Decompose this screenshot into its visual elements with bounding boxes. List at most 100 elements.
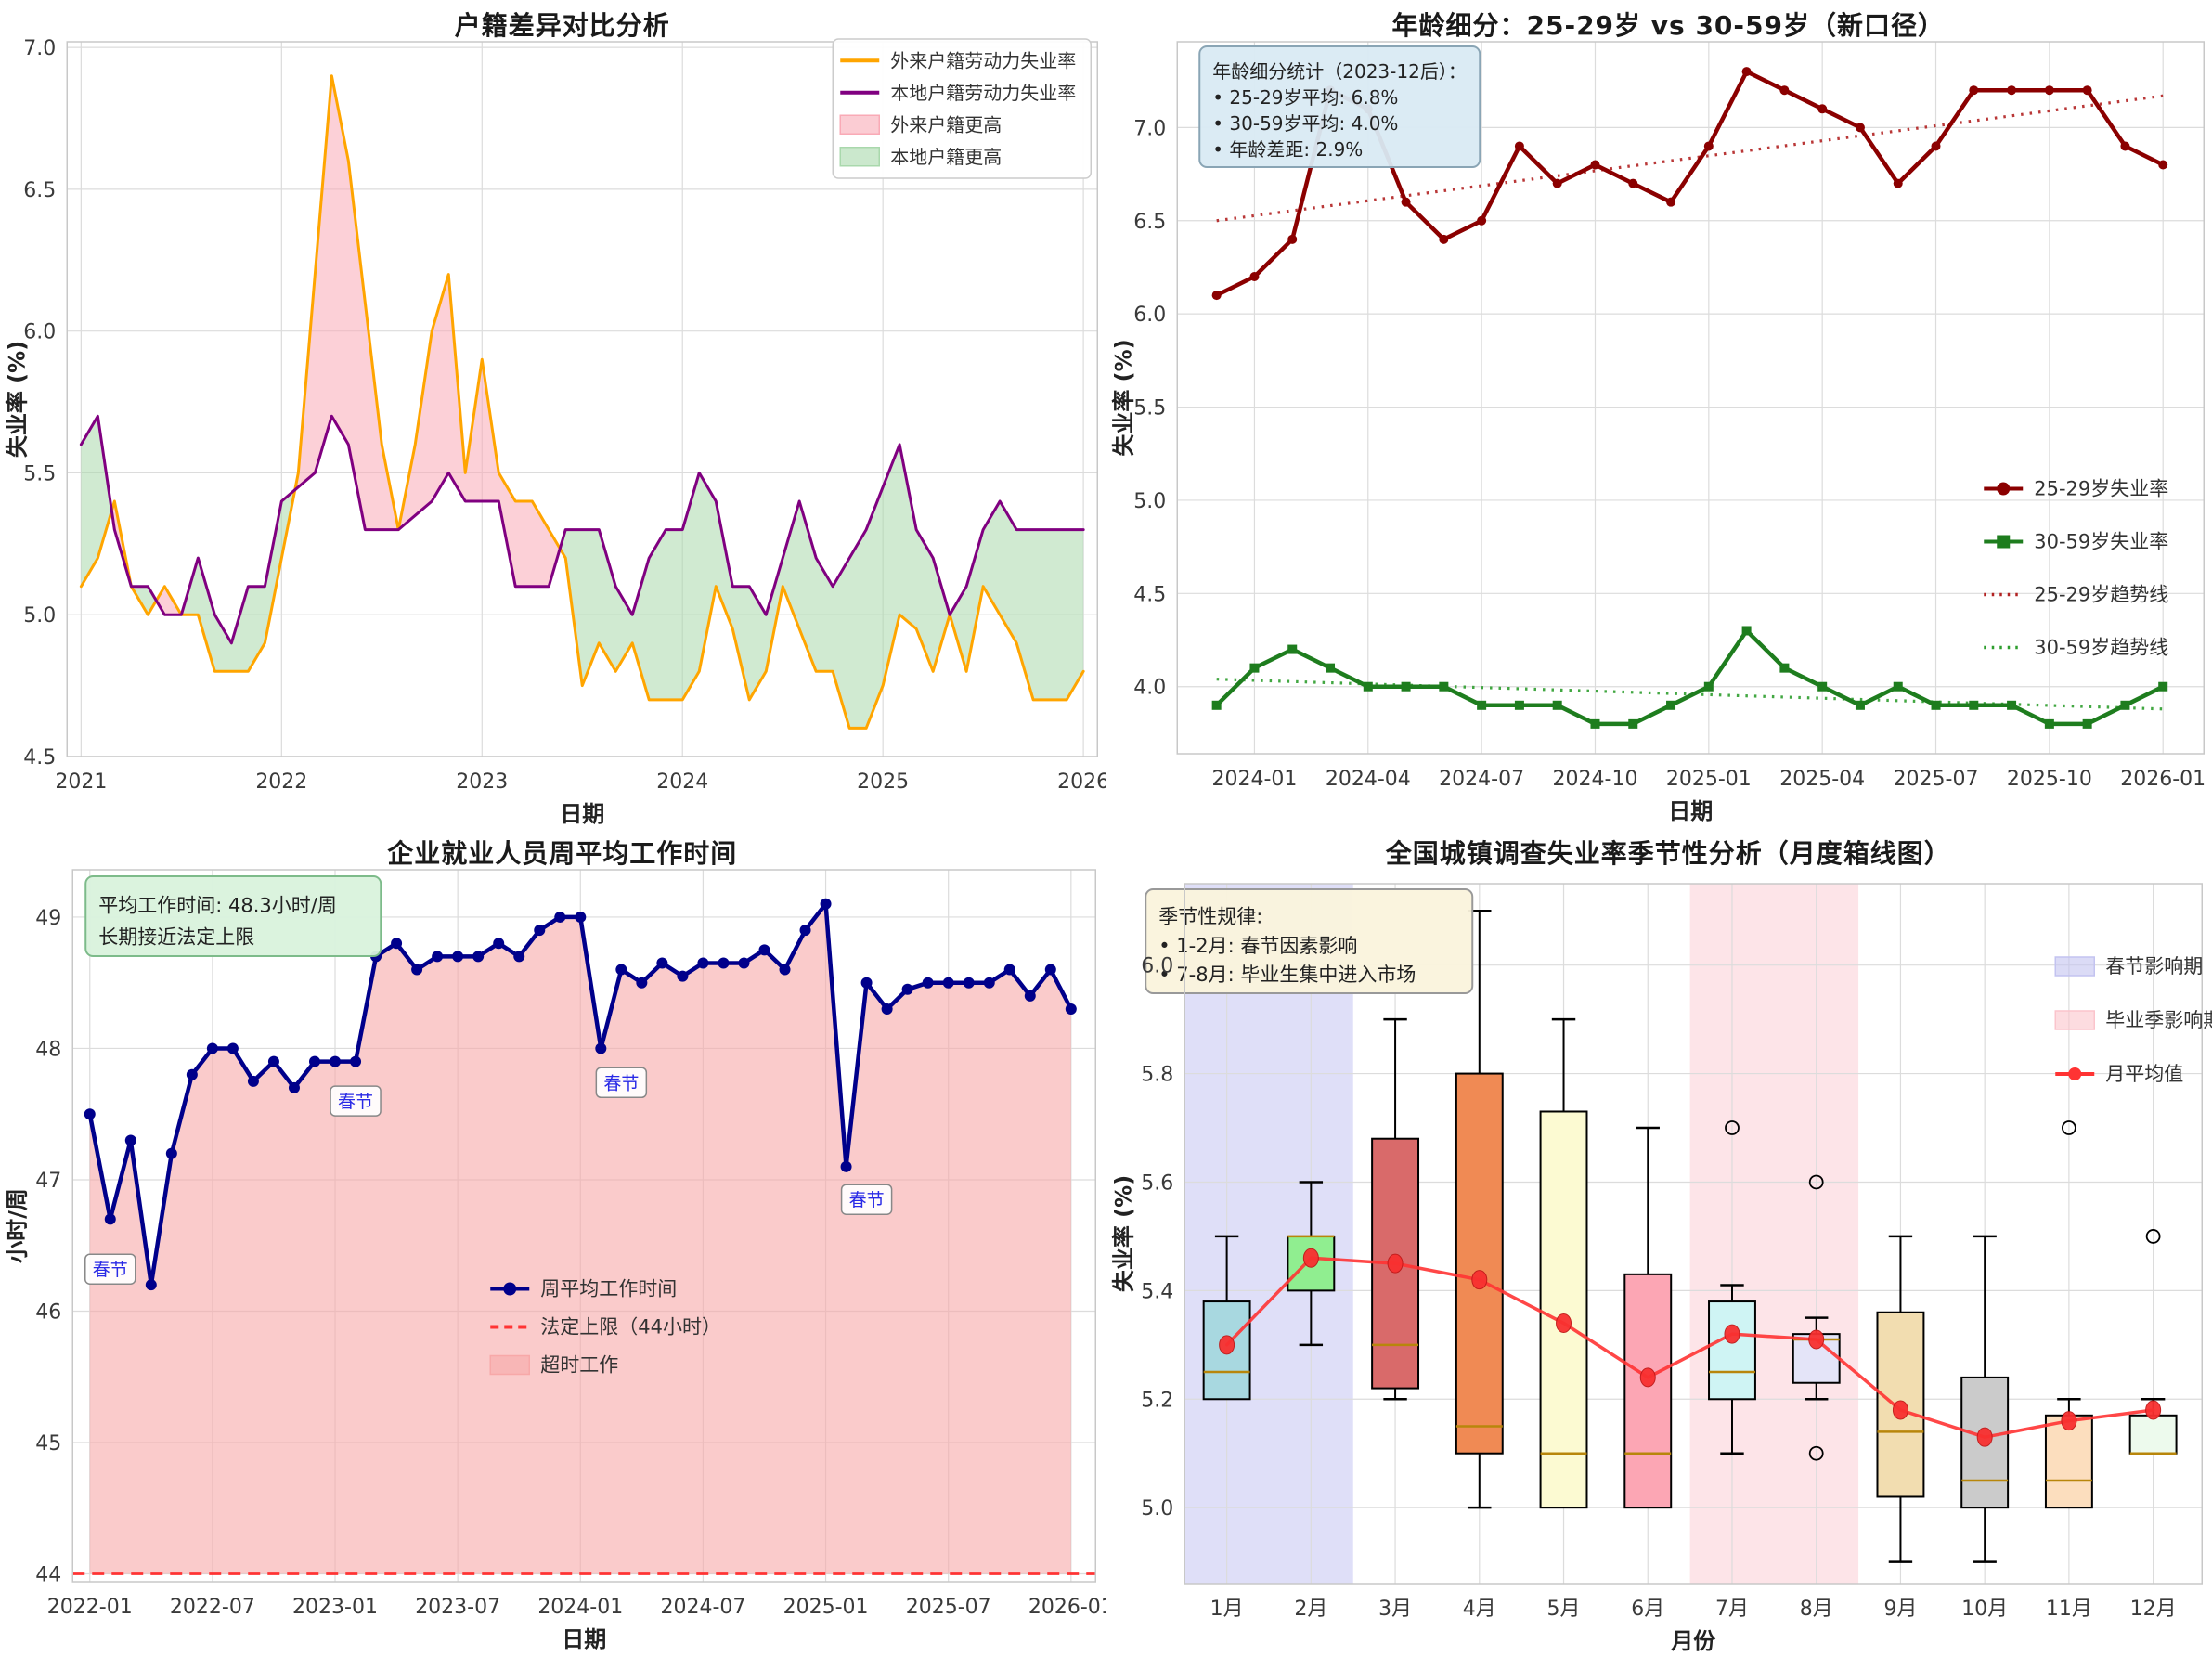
svg-text:5.0: 5.0 bbox=[23, 604, 56, 627]
seasonal-chart-canvas: 季节性规律:• 1-2月: 春节因素影响• 7-8月: 毕业生集中进入市场5.0… bbox=[1110, 883, 2212, 1654]
hukou-chart-canvas: 4.5 5.0 5.5 6.0 6.5 7.0 2021 2022 2023 2024 2025 20… bbox=[4, 37, 1106, 827]
box-10月 bbox=[1960, 1235, 2009, 1563]
age-chart-canvas: 年龄细分统计（2023-12后）： • 25-29岁平均: 6.8% • 30-59… bbox=[1110, 41, 2206, 824]
svg-text:年龄细分统计（2023-12后）：: 年龄细分统计（2023-12后）： bbox=[1212, 60, 1467, 83]
annotation-chunjie: 春节 bbox=[84, 1253, 136, 1285]
box-5月 bbox=[1539, 1017, 1587, 1509]
svg-text:30-59岁趋势线: 30-59岁趋势线 bbox=[2034, 637, 2168, 659]
svg-text:小时/周: 小时/周 bbox=[4, 1188, 30, 1263]
svg-text:47: 47 bbox=[35, 1170, 61, 1193]
axis-labels: 5.0 5.2 5.4 5.6 5.8 6.0 1月 2月 3月 4月 5月 6月 7月 8月 9月 10月 1… bbox=[1110, 883, 2203, 1654]
svg-text:30-59岁失业率: 30-59岁失业率 bbox=[2034, 531, 2168, 553]
box-9月 bbox=[1875, 1235, 1924, 1563]
svg-text:5.5: 5.5 bbox=[1133, 397, 1166, 420]
svg-text:2月: 2月 bbox=[1294, 1598, 1327, 1621]
svg-text:外来户籍更高: 外来户籍更高 bbox=[890, 113, 1002, 136]
svg-text:本地户籍更高: 本地户籍更高 bbox=[890, 146, 1002, 168]
series-0 bbox=[84, 898, 1077, 1291]
svg-text:25-29岁趋势线: 25-29岁趋势线 bbox=[2034, 584, 2168, 606]
svg-text:6.0: 6.0 bbox=[23, 321, 56, 344]
svg-text:5.0: 5.0 bbox=[1141, 1497, 1173, 1520]
svg-text:8月: 8月 bbox=[1799, 1598, 1832, 1621]
svg-text:2026-01: 2026-01 bbox=[1028, 1596, 1106, 1619]
trendline-0 bbox=[1215, 94, 2163, 223]
svg-text:5.0: 5.0 bbox=[1133, 490, 1166, 513]
svg-text:25-29岁失业率: 25-29岁失业率 bbox=[2034, 478, 2168, 500]
svg-text:2023-07: 2023-07 bbox=[415, 1596, 500, 1619]
svg-text:日期: 日期 bbox=[562, 1626, 606, 1652]
svg-text:2022-07: 2022-07 bbox=[170, 1596, 255, 1619]
box-4月 bbox=[1455, 909, 1504, 1509]
axis-labels: 44 45 46 47 48 49 2022-01 2022-07 2023-01 2023-07… bbox=[4, 869, 1106, 1652]
chart-hukou: 4.5 5.0 5.5 6.0 6.5 7.0 2021 2022 2023 2024 2025 20… bbox=[4, 37, 1106, 827]
svg-text:2025-10: 2025-10 bbox=[2006, 768, 2091, 791]
svg-text:7.0: 7.0 bbox=[1133, 117, 1166, 140]
svg-text:44: 44 bbox=[35, 1564, 61, 1587]
svg-text:3月: 3月 bbox=[1378, 1598, 1412, 1621]
box-7月 bbox=[1707, 1120, 1756, 1455]
series-1 bbox=[79, 414, 1085, 645]
svg-text:春节: 春节 bbox=[338, 1092, 373, 1112]
chart-title-seasonal: 全国城镇调查失业率季节性分析（月度箱线图） bbox=[1385, 838, 1951, 869]
shaded-region bbox=[1689, 884, 1858, 1584]
box-11月 bbox=[2044, 1120, 2093, 1509]
series-1 bbox=[1211, 626, 2167, 729]
svg-text:2025: 2025 bbox=[857, 770, 909, 794]
chart-title-hukou: 户籍差异对比分析 bbox=[454, 10, 670, 41]
svg-text:49: 49 bbox=[35, 907, 61, 930]
svg-text:平均工作时间: 48.3小时/周: 平均工作时间: 48.3小时/周 bbox=[98, 894, 337, 916]
svg-text:2025-04: 2025-04 bbox=[1779, 768, 1865, 791]
svg-text:6.0: 6.0 bbox=[1133, 304, 1166, 327]
svg-text:月份: 月份 bbox=[1670, 1628, 1716, 1654]
annotation-chunjie: 春节 bbox=[840, 1184, 893, 1215]
svg-text:春节: 春节 bbox=[93, 1260, 128, 1280]
svg-text:45: 45 bbox=[35, 1432, 61, 1455]
svg-text:2024-04: 2024-04 bbox=[1325, 768, 1410, 791]
svg-text:5.4: 5.4 bbox=[1141, 1280, 1173, 1303]
fill-between bbox=[81, 75, 1084, 729]
legend: 25-29岁失业率 30-59岁失业率 25-29岁趋势线 30-59岁趋势线 bbox=[1983, 478, 2168, 659]
chart-title-age: 年龄细分：25-29岁 vs 30-59岁（新口径） bbox=[1391, 10, 1946, 41]
box-3月 bbox=[1370, 1017, 1419, 1401]
svg-text:• 25-29岁平均: 6.8%: • 25-29岁平均: 6.8% bbox=[1212, 86, 1398, 109]
svg-text:6.0: 6.0 bbox=[1141, 955, 1173, 978]
shaded-region bbox=[1184, 884, 1353, 1584]
svg-text:外来户籍劳动力失业率: 外来户籍劳动力失业率 bbox=[890, 49, 1076, 71]
svg-text:春节影响期: 春节影响期 bbox=[2105, 955, 2203, 977]
axis-labels: 4.0 4.5 5.0 5.5 6.0 6.5 7.0 2024-01 2024-04 2024-… bbox=[1110, 41, 2206, 824]
svg-text:7.0: 7.0 bbox=[23, 37, 56, 60]
svg-text:2024-01: 2024-01 bbox=[1211, 768, 1297, 791]
chart-age: 年龄细分统计（2023-12后）： • 25-29岁平均: 6.8% • 30-59… bbox=[1110, 41, 2206, 824]
svg-text:失业率 (%): 失业率 (%) bbox=[4, 341, 30, 458]
box-6月 bbox=[1623, 1126, 1672, 1509]
svg-text:失业率 (%): 失业率 (%) bbox=[1110, 339, 1136, 456]
info-box: 年龄细分统计（2023-12后）： • 25-29岁平均: 6.8% • 30-59… bbox=[1197, 45, 1481, 168]
svg-text:季节性规律:: 季节性规律: bbox=[1158, 906, 1262, 928]
box-2月 bbox=[1286, 1181, 1335, 1347]
svg-text:4.5: 4.5 bbox=[1133, 583, 1166, 606]
svg-text:2024-10: 2024-10 bbox=[1552, 768, 1637, 791]
overtime-fill bbox=[89, 903, 1071, 1574]
svg-text:48: 48 bbox=[35, 1038, 61, 1061]
svg-text:5.5: 5.5 bbox=[23, 462, 56, 485]
svg-text:长期接近法定上限: 长期接近法定上限 bbox=[98, 925, 254, 948]
series-0 bbox=[79, 74, 1085, 730]
svg-text:2022-01: 2022-01 bbox=[47, 1596, 133, 1619]
svg-text:春节: 春节 bbox=[603, 1073, 639, 1093]
svg-text:2025-07: 2025-07 bbox=[906, 1596, 991, 1619]
svg-text:1月: 1月 bbox=[1209, 1598, 1243, 1621]
svg-text:2023: 2023 bbox=[456, 770, 508, 794]
panel-age-breakdown: 年龄细分：25-29岁 vs 30-59岁（新口径） 年龄细分统计（2023-1… bbox=[1106, 0, 2212, 828]
svg-text:2024-07: 2024-07 bbox=[660, 1596, 745, 1619]
panel-worktime: 企业就业人员周平均工作时间 春节 春节 春节 春节 平均工作时间: 48.3小时/周 长期… bbox=[0, 828, 1106, 1656]
svg-text:4.0: 4.0 bbox=[1133, 677, 1166, 700]
svg-text:• 1-2月: 春节因素影响: • 1-2月: 春节因素影响 bbox=[1158, 935, 1357, 957]
info-box: 季节性规律: • 1-2月: 春节因素影响 • 7-8月: 毕业生集中进入市场 bbox=[1144, 888, 1473, 994]
svg-text:超时工作: 超时工作 bbox=[540, 1354, 618, 1377]
svg-text:4.5: 4.5 bbox=[23, 746, 56, 770]
annotation-chunjie: 春节 bbox=[595, 1067, 648, 1099]
svg-text:4月: 4月 bbox=[1462, 1598, 1495, 1621]
svg-text:6.5: 6.5 bbox=[1133, 211, 1166, 234]
